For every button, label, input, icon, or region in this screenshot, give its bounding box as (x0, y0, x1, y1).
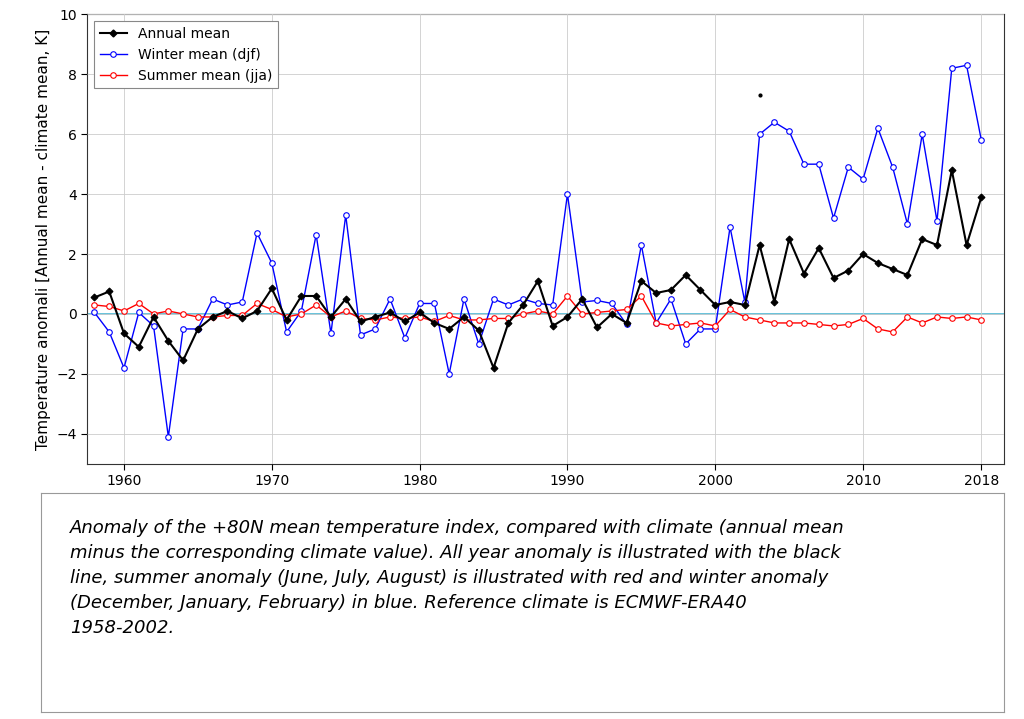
Y-axis label: Temperature anomali [Annual mean - climate mean, K]: Temperature anomali [Annual mean - clima… (36, 29, 51, 449)
Text: Anomaly of the +80N mean temperature index, compared with climate (annual mean
m: Anomaly of the +80N mean temperature ind… (70, 519, 845, 637)
Legend: Annual mean, Winter mean (djf), Summer mean (jja): Annual mean, Winter mean (djf), Summer m… (94, 22, 279, 88)
X-axis label: Year: Year (527, 494, 563, 512)
